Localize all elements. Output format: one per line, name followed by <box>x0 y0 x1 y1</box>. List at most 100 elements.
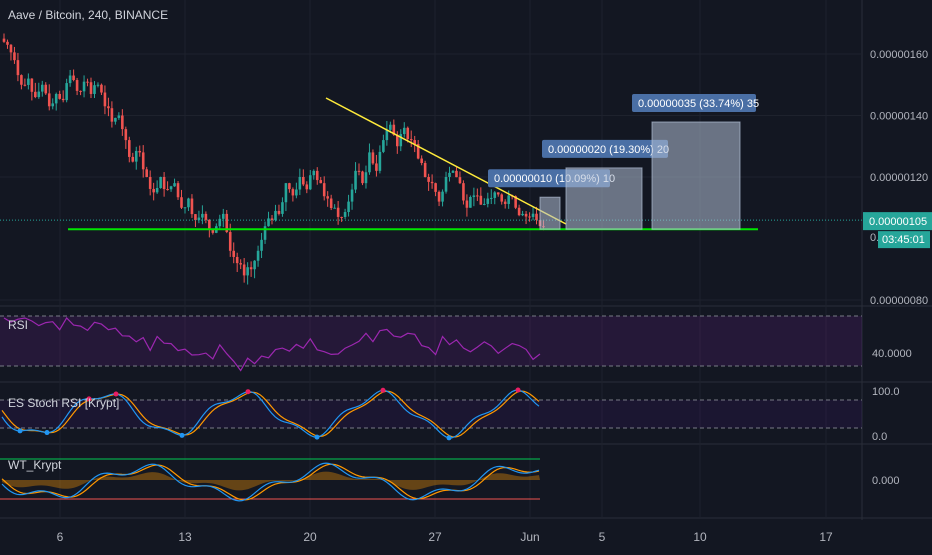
rsi-value-label: 40.0000 <box>872 348 912 360</box>
candle-body <box>347 201 350 213</box>
candle-body <box>65 83 68 101</box>
candle-body <box>462 183 465 201</box>
target-box <box>539 196 561 230</box>
candle-body <box>375 163 378 171</box>
candle-body <box>451 170 455 173</box>
candle-body <box>437 191 441 202</box>
candle-body <box>274 210 277 221</box>
candle-body <box>322 183 326 197</box>
stoch-dot <box>179 432 185 438</box>
candle-body <box>79 90 82 92</box>
stoch-dot <box>113 391 119 397</box>
candle-body <box>308 175 312 190</box>
candle-body <box>333 207 336 209</box>
candle-body <box>75 80 79 91</box>
wt-zero-label: 0.000 <box>872 475 900 487</box>
candle-body <box>232 250 236 257</box>
time-tick-label: 10 <box>693 530 707 544</box>
candle-body <box>155 188 159 193</box>
candle-body <box>507 195 510 204</box>
candle-body <box>180 197 183 208</box>
price-tick-label: 0.00000080 <box>870 295 928 307</box>
candle-body <box>166 189 169 191</box>
candle-body <box>378 151 382 171</box>
wt-line-1 <box>1 462 540 502</box>
stoch-dot <box>17 428 23 434</box>
candle-body <box>281 202 284 214</box>
candle-body <box>430 181 434 184</box>
candle-body <box>441 191 444 202</box>
candle-body <box>54 93 58 104</box>
candle-body <box>6 41 9 45</box>
candle-body <box>395 134 399 147</box>
candle-body <box>37 91 41 98</box>
candle-body <box>284 183 288 203</box>
candle-body <box>364 172 368 184</box>
candle-body <box>117 115 121 118</box>
candle-body <box>173 183 176 187</box>
candle-body <box>406 127 410 140</box>
target-box <box>651 121 741 230</box>
candle-body <box>423 162 427 177</box>
candle-body <box>40 84 44 92</box>
time-tick-label: 5 <box>599 530 606 544</box>
candle-body <box>225 213 229 233</box>
candle-body <box>30 78 34 92</box>
candle-body <box>197 217 201 221</box>
candle-body <box>535 213 538 221</box>
candle-body <box>448 172 451 177</box>
candle-body <box>68 75 72 84</box>
candle-body <box>72 75 75 81</box>
candle-body <box>58 93 61 99</box>
stoch-dot <box>245 389 251 395</box>
candle-body <box>319 180 323 184</box>
rsi-label: RSI <box>8 318 29 332</box>
candle-body <box>169 186 173 190</box>
candle-body <box>354 170 357 190</box>
candle-body <box>521 213 524 216</box>
candle-body <box>444 177 448 192</box>
candle-body <box>208 219 211 230</box>
candle-body <box>472 195 476 197</box>
candle-body <box>246 267 249 276</box>
candle-body <box>148 177 152 189</box>
candle-body <box>114 117 117 122</box>
candle-body <box>343 212 347 217</box>
candle-body <box>20 75 23 85</box>
candle-body <box>253 260 256 270</box>
candle-body <box>368 152 371 173</box>
rsi-line <box>3 317 541 372</box>
candle-body <box>96 84 100 86</box>
candle-body <box>402 127 406 135</box>
candle-body <box>127 140 131 157</box>
candle-body <box>295 189 298 196</box>
candle-body <box>44 84 48 94</box>
candle-body <box>100 84 103 93</box>
candle-body <box>235 256 239 264</box>
candle-body <box>361 171 364 184</box>
candle-body <box>260 239 263 251</box>
candle-body <box>159 177 162 189</box>
candle-body <box>496 192 500 195</box>
candle-body <box>110 108 114 122</box>
target-label: 0.00000020 (19.30%) 20 <box>548 144 669 156</box>
candle-body <box>86 81 89 83</box>
stoch-dot <box>86 396 92 402</box>
candle-body <box>340 216 343 218</box>
candle-body <box>458 177 462 184</box>
candle-body <box>152 188 155 193</box>
candle-body <box>183 207 187 209</box>
candle-body <box>500 194 504 202</box>
candle-body <box>350 189 354 202</box>
candle-body <box>493 192 497 198</box>
candle-body <box>263 226 267 240</box>
candle-body <box>455 170 458 178</box>
candle-body <box>61 98 65 101</box>
price-tick-label: 0.00000140 <box>870 111 928 123</box>
candle-body <box>409 139 413 141</box>
candle-body <box>107 106 110 109</box>
candle-body <box>23 84 27 86</box>
